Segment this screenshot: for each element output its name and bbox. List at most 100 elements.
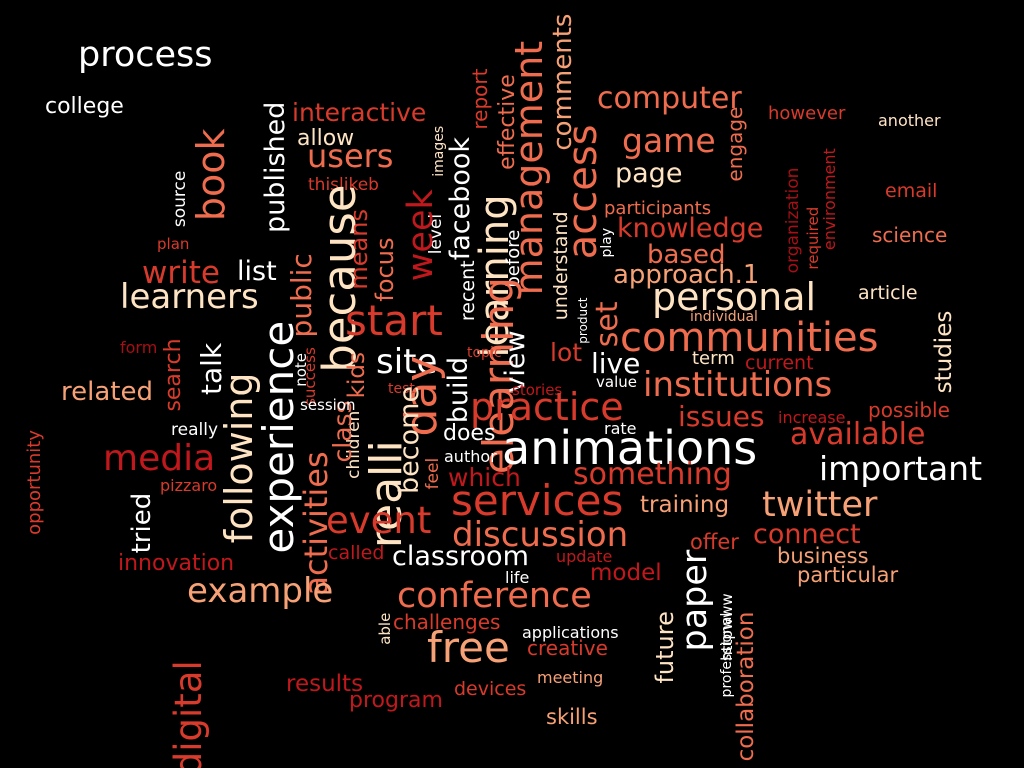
cloud-word: college [45,94,124,119]
cloud-word: feel [423,457,443,490]
cloud-word: able [376,612,394,645]
cloud-word: personal [652,275,817,319]
cloud-word: called [328,542,385,564]
cloud-word: communities [620,315,879,361]
cloud-word: search [161,338,186,412]
cloud-word: meeting [537,668,604,687]
cloud-word: page [615,158,683,189]
cloud-word: tried [127,492,157,554]
cloud-word: environment [820,148,839,251]
cloud-word: report [468,68,492,130]
cloud-word: increase [778,408,846,427]
cloud-word: possible [868,398,950,422]
cloud-word: following [217,372,261,544]
cloud-word: knowledge [617,213,764,244]
cloud-word: required [804,206,822,270]
cloud-word: life [505,568,530,587]
cloud-word: applications [522,623,619,642]
cloud-word: paper [675,549,715,652]
cloud-word: media [103,438,216,479]
cloud-word: another [878,111,941,130]
cloud-word: book [189,128,233,222]
cloud-word: does [443,421,496,446]
cloud-word: session [300,396,356,414]
cloud-word: creative [527,636,608,660]
cloud-word: rate [604,419,637,438]
cloud-word: play [599,227,615,258]
cloud-word: devices [454,678,527,700]
cloud-word: studies [931,310,957,394]
cloud-word: article [858,282,918,304]
cloud-word: program [349,688,443,713]
cloud-word: organization [783,167,803,274]
cloud-word: means [345,209,373,290]
cloud-word: innovation [118,551,235,576]
cloud-word: example [187,571,334,611]
cloud-word: opportunity [24,429,45,535]
cloud-word: services [451,476,624,525]
cloud-word: digital [167,660,210,768]
cloud-word: challenges [393,610,501,634]
cloud-word: pizzaro [160,476,218,495]
cloud-word: animations [502,421,758,475]
cloud-word: live [591,347,641,380]
cloud-word: facebook [445,136,476,261]
cloud-word: important [819,449,983,488]
cloud-word: plan [157,235,190,253]
cloud-word: results [286,671,364,697]
cloud-word: training [640,492,730,518]
cloud-word: product [576,297,590,344]
cloud-word: experience [254,320,303,554]
cloud-word: site [376,342,438,382]
cloud-word: offer [690,530,739,554]
cloud-word: stories [512,381,563,399]
cloud-word: author [444,447,497,466]
cloud-word: kids [344,352,370,399]
cloud-word: free [427,623,510,672]
cloud-word: model [590,560,662,586]
cloud-word: connect [753,519,861,550]
cloud-word: twitter [762,485,878,525]
cloud-word: available [790,417,926,452]
cloud-word: really [171,420,218,440]
cloud-word: email [885,180,938,202]
cloud-word: discussion [452,515,629,555]
cloud-word: current [745,352,814,374]
cloud-word: professional [719,612,735,698]
cloud-word: related [61,377,153,407]
cloud-word: build [443,356,474,424]
cloud-word: collaboration [733,611,759,762]
cloud-word: based [647,240,726,270]
cloud-word: source [170,170,190,228]
cloud-word: institutions [643,365,833,405]
cloud-word: however [768,103,846,124]
cloud-word: allow [297,126,355,151]
cloud-word: particular [797,563,899,587]
cloud-word: published [260,101,291,233]
cloud-word: business [777,544,869,568]
cloud-word: participants [604,198,712,219]
cloud-word: week [401,189,441,282]
cloud-word: practice [470,385,624,429]
cloud-word: set [590,301,625,348]
cloud-word: issues [678,400,765,433]
cloud-word: event [326,499,432,542]
cloud-word: science [872,223,948,247]
cloud-word: write [142,255,220,291]
cloud-word: images [431,125,447,177]
cloud-word: value [596,373,637,391]
cloud-word: understand [550,211,572,321]
cloud-word: which [448,463,521,492]
cloud-word: lot [550,338,583,367]
cloud-word: test [388,381,415,397]
cloud-word: engage [723,106,747,182]
cloud-word: classroom [392,541,529,572]
cloud-word: focus [371,237,399,302]
cloud-word: future [651,611,679,684]
cloud-word: game [622,121,716,160]
cloud-word: individual [690,309,758,325]
cloud-word: learners [120,277,259,317]
cloud-word: form [120,338,158,357]
cloud-word: skills [546,705,598,729]
